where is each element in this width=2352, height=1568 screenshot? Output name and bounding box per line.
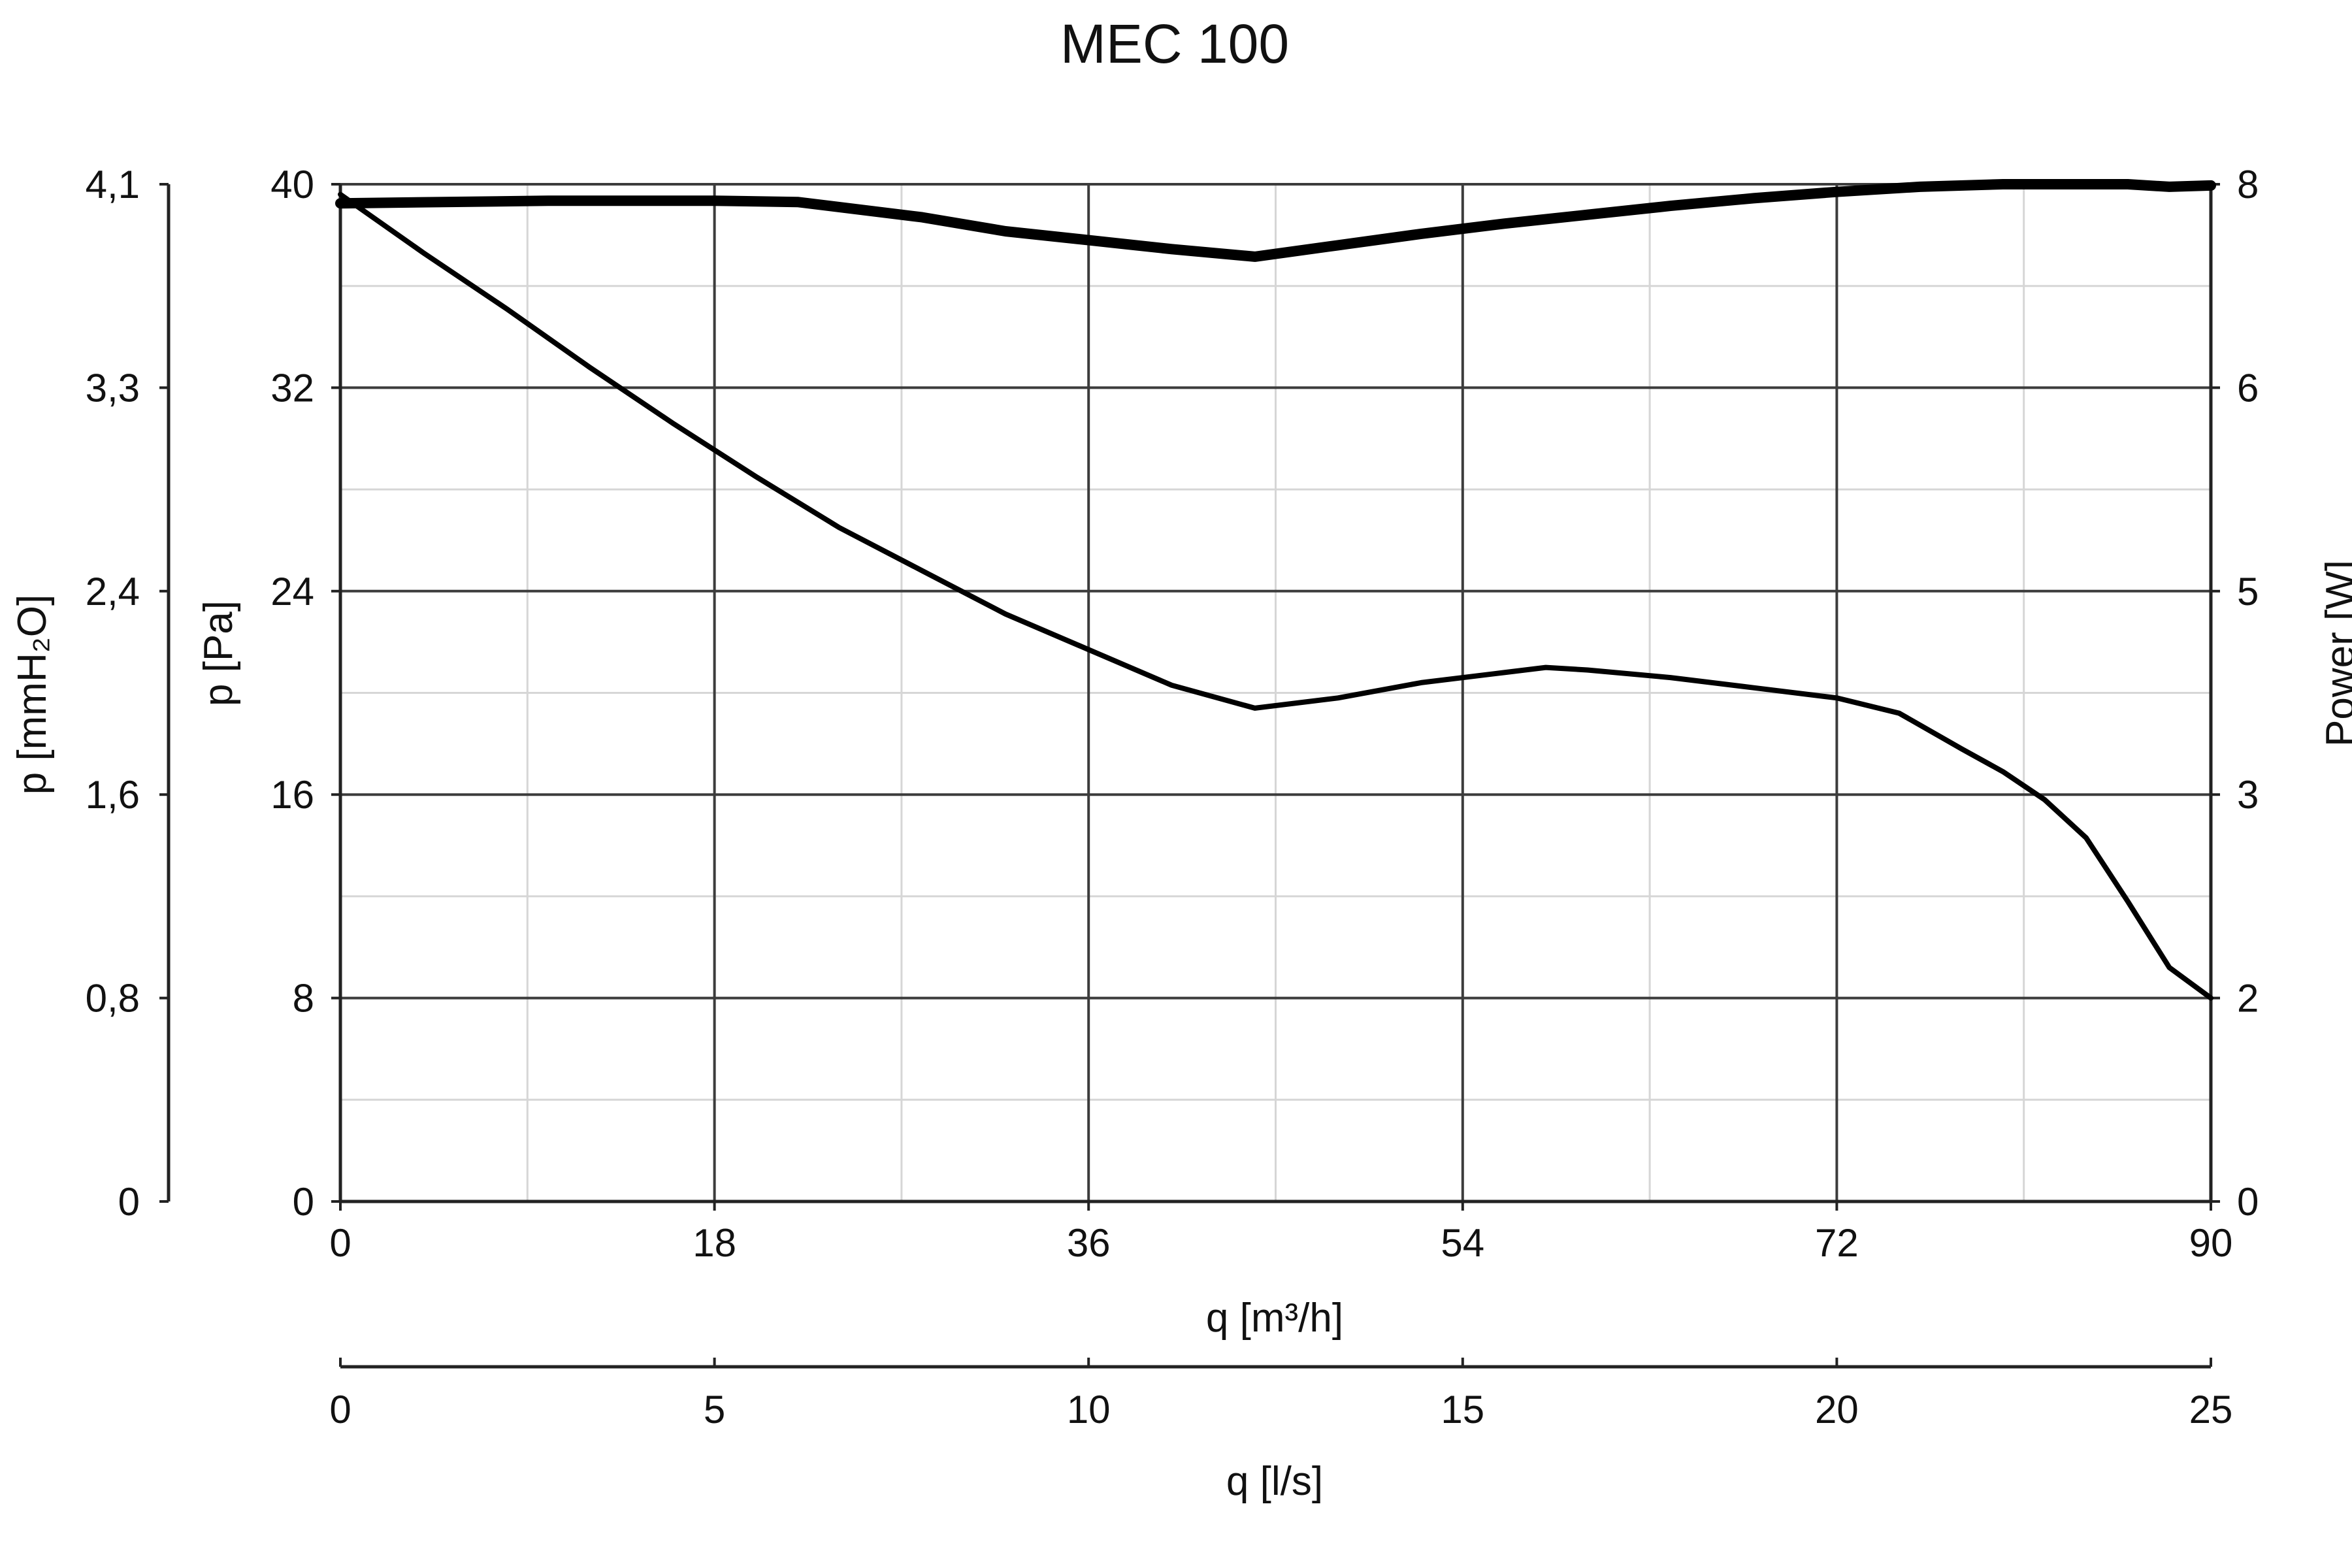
series-layer xyxy=(335,179,2216,1001)
y-outer-tick-label: 1,6 xyxy=(86,773,140,817)
x-tick-label: 72 xyxy=(1815,1221,1859,1265)
x-tick-label: 0 xyxy=(329,1221,351,1265)
power-curve-series-line xyxy=(335,179,2216,262)
y2-tick-label: 2 xyxy=(2237,977,2259,1021)
y-axis-label: p [Pa] xyxy=(196,600,241,706)
y-outer-tick-label: 0 xyxy=(118,1180,140,1224)
y-tick-label: 0 xyxy=(293,1180,314,1224)
chart-title: MEC 100 xyxy=(1060,13,1289,74)
y2-axis-label: Power [W] xyxy=(2318,560,2352,747)
x-tick-label: 18 xyxy=(693,1221,736,1265)
y-outer-tick-label: 4,1 xyxy=(86,163,140,206)
x2-tick-label: 15 xyxy=(1441,1388,1484,1431)
y-outer-tick-label: 3,3 xyxy=(86,366,140,410)
y2-tick-label: 3 xyxy=(2237,773,2259,817)
x2-tick-label: 20 xyxy=(1815,1388,1859,1431)
y-outer-tick-label: 0,8 xyxy=(86,977,140,1021)
x2-tick-label: 5 xyxy=(704,1388,725,1431)
y-outer-tick-label: 2,4 xyxy=(86,570,140,613)
y-tick-label: 8 xyxy=(293,977,314,1021)
y2-tick-label: 5 xyxy=(2237,570,2259,613)
minor-gridlines xyxy=(340,184,2211,1201)
y-tick-label: 24 xyxy=(270,570,314,613)
axes xyxy=(159,183,2220,1369)
x-tick-label: 54 xyxy=(1441,1221,1484,1265)
y2-tick-label: 8 xyxy=(2237,163,2259,206)
x2-tick-label: 0 xyxy=(329,1388,351,1431)
x-tick-label: 90 xyxy=(2189,1221,2233,1265)
y-outer-axis-label: p [mmH₂O] xyxy=(10,595,55,795)
x-axis-label: q [m³/h] xyxy=(1206,1296,1343,1341)
y-tick-label: 32 xyxy=(270,366,314,410)
x2-tick-label: 10 xyxy=(1067,1388,1111,1431)
pressure-curve-series-line xyxy=(338,191,2213,1001)
y2-tick-label: 0 xyxy=(2237,1180,2259,1224)
y2-tick-label: 6 xyxy=(2237,366,2259,410)
x2-axis-label: q [l/s] xyxy=(1226,1459,1323,1504)
y-tick-label: 16 xyxy=(270,773,314,817)
x2-tick-label: 25 xyxy=(2189,1388,2233,1431)
x-tick-label: 36 xyxy=(1067,1221,1111,1265)
y-tick-label: 40 xyxy=(270,163,314,206)
